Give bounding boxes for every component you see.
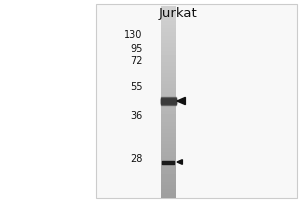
Polygon shape (177, 160, 182, 164)
Text: 36: 36 (130, 111, 142, 121)
Text: 72: 72 (130, 56, 142, 66)
Text: 95: 95 (130, 44, 142, 54)
Text: 28: 28 (130, 154, 142, 164)
Text: 55: 55 (130, 82, 142, 92)
Text: 130: 130 (124, 30, 142, 40)
Bar (96, 4, 297, 198)
Text: Jurkat: Jurkat (159, 7, 198, 20)
Polygon shape (177, 97, 185, 105)
